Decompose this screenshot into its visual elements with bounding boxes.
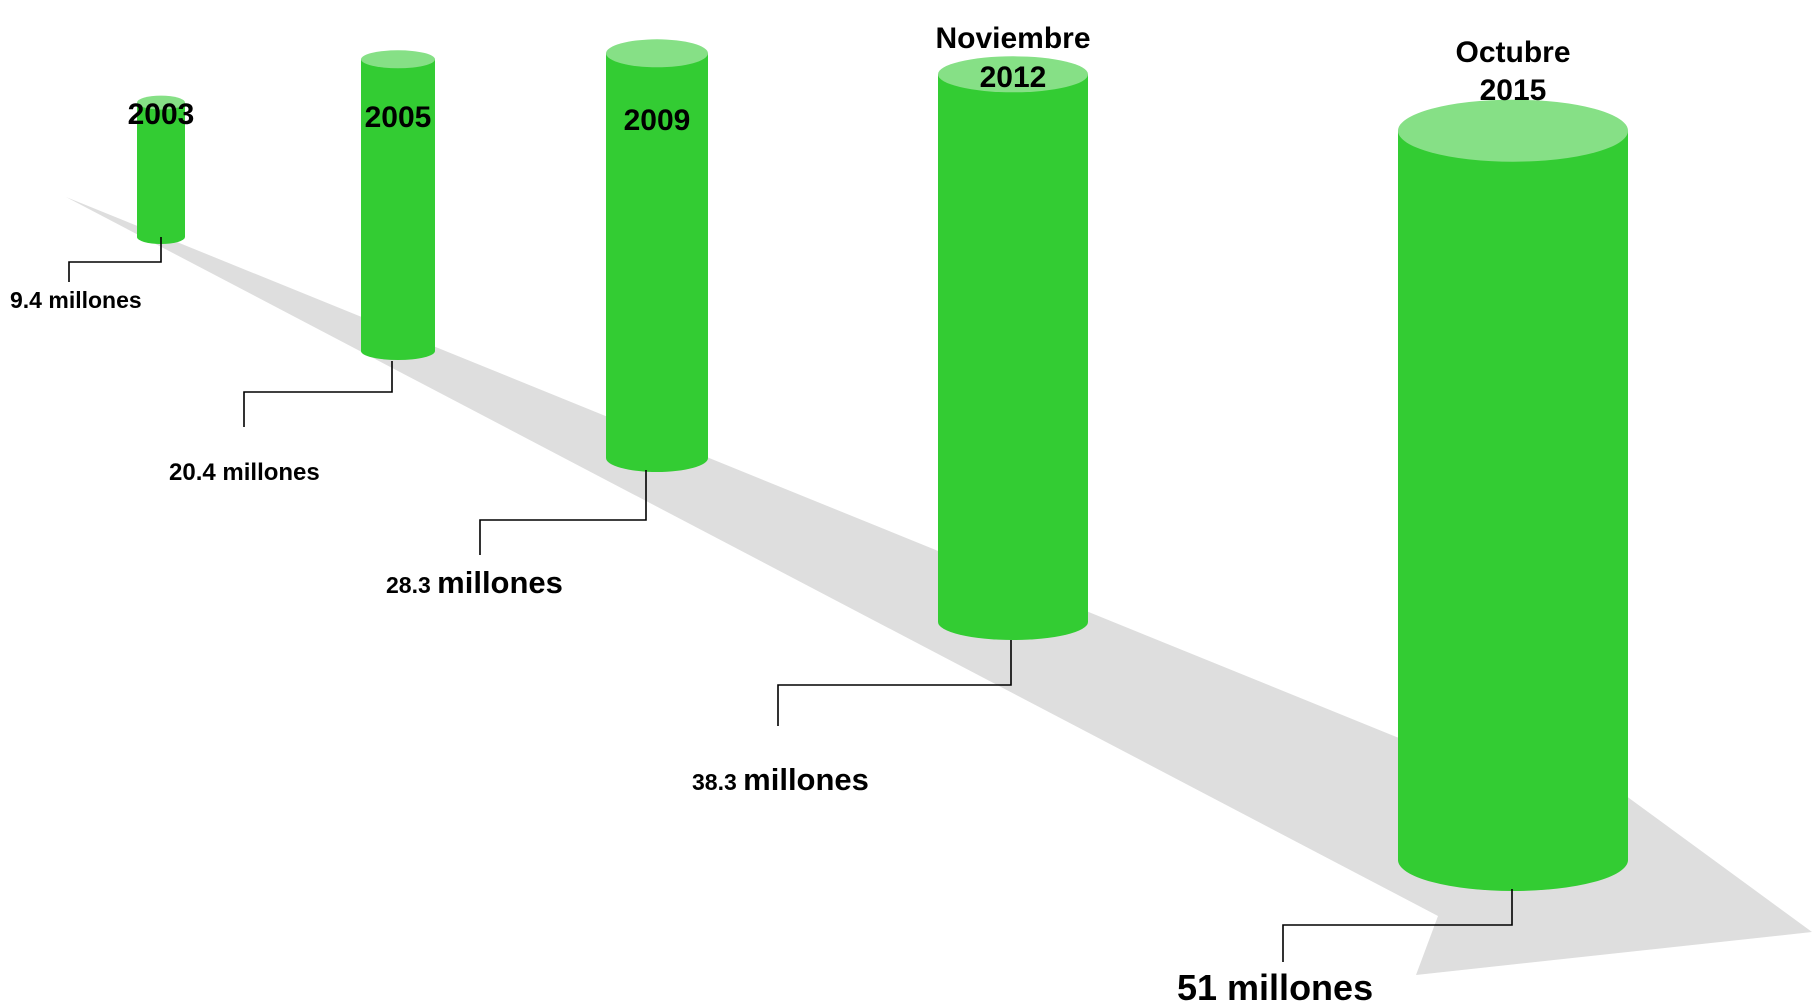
cylinder-bar bbox=[1398, 99, 1628, 891]
cylinder-bar bbox=[606, 39, 708, 473]
leader-line bbox=[243, 361, 393, 427]
cylinder-body bbox=[361, 59, 435, 360]
data-label: 9.4 millones bbox=[10, 287, 142, 313]
data-label: 20.4 millones bbox=[169, 459, 320, 486]
data-label: 28.3 millones bbox=[386, 565, 563, 600]
cylinder-body bbox=[137, 102, 185, 244]
cylinder-top bbox=[137, 95, 185, 110]
cylinder-top bbox=[606, 39, 708, 68]
period-label: 2005 bbox=[365, 101, 432, 134]
data-label: 51 millones bbox=[1177, 967, 1373, 1006]
leader-line bbox=[68, 237, 162, 282]
period-label: 2003 bbox=[128, 98, 195, 131]
cylinder-bar bbox=[361, 50, 435, 360]
labels-group: 2003 9.4 millones 2005 20.4 millones 2009 28.… bbox=[10, 22, 1571, 1006]
cylinder-top bbox=[938, 56, 1088, 93]
period-label: 2015 bbox=[1480, 74, 1547, 107]
cylinder-bar bbox=[938, 56, 1088, 640]
bars-group bbox=[137, 39, 1628, 891]
leader-line bbox=[479, 470, 647, 555]
cylinder-body bbox=[1398, 130, 1628, 891]
cylinder-top bbox=[361, 50, 435, 69]
cylinder-body bbox=[938, 74, 1088, 640]
period-label: Octubre bbox=[1455, 36, 1570, 69]
period-label: 2012 bbox=[980, 61, 1047, 94]
leader-line bbox=[1282, 889, 1513, 962]
cylinder-body bbox=[606, 53, 708, 473]
cylinder-top bbox=[1398, 99, 1628, 162]
period-label: Noviembre bbox=[935, 22, 1090, 55]
cylinder-bar bbox=[137, 95, 185, 244]
period-label: 2009 bbox=[624, 104, 691, 137]
leader-line bbox=[777, 640, 1012, 726]
data-label: 38.3 millones bbox=[692, 762, 869, 797]
